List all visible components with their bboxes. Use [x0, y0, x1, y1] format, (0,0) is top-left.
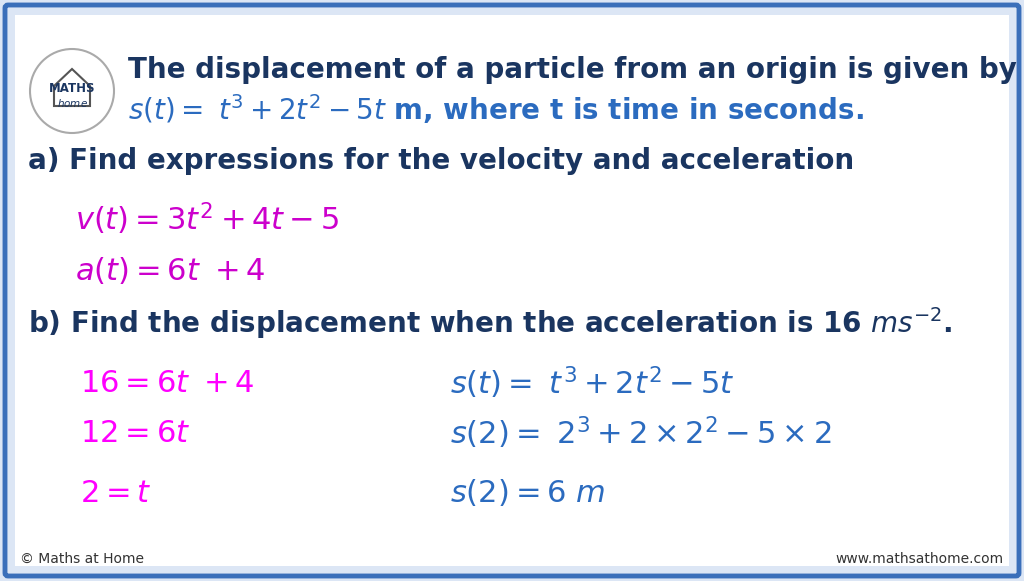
- Text: $16 = 6t \ + 4$: $16 = 6t \ + 4$: [80, 368, 255, 397]
- Text: MATHS: MATHS: [49, 81, 95, 95]
- Text: a) Find expressions for the velocity and acceleration: a) Find expressions for the velocity and…: [28, 147, 854, 175]
- Text: The displacement of a particle from an origin is given by: The displacement of a particle from an o…: [128, 56, 1017, 84]
- Text: $s(t) = \ t^3 + 2t^2 - 5t$ m, where t is time in seconds.: $s(t) = \ t^3 + 2t^2 - 5t$ m, where t is…: [128, 92, 864, 126]
- Text: $12 = 6t$: $12 = 6t$: [80, 418, 190, 447]
- Text: $a(t) = 6t \ + 4$: $a(t) = 6t \ + 4$: [75, 256, 265, 286]
- Text: $s(t) = \ t^3 + 2t^2 - 5t$: $s(t) = \ t^3 + 2t^2 - 5t$: [450, 365, 734, 401]
- Text: $v(t) = 3t^2 + 4t - 5$: $v(t) = 3t^2 + 4t - 5$: [75, 201, 339, 237]
- Circle shape: [30, 49, 114, 133]
- Text: $\it{home}$: $\it{home}$: [56, 97, 87, 109]
- Text: $s(2) = 6 \ m$: $s(2) = 6 \ m$: [450, 478, 605, 508]
- FancyBboxPatch shape: [15, 15, 1009, 566]
- Text: b) Find the displacement when the acceleration is 16 $ms^{-2}$.: b) Find the displacement when the accele…: [28, 305, 952, 341]
- Text: www.mathsathome.com: www.mathsathome.com: [836, 552, 1004, 566]
- Text: $s(2) = \ 2^3 + 2 \times 2^2 - 5 \times 2$: $s(2) = \ 2^3 + 2 \times 2^2 - 5 \times …: [450, 415, 831, 451]
- Text: © Maths at Home: © Maths at Home: [20, 552, 144, 566]
- FancyBboxPatch shape: [5, 5, 1019, 576]
- Text: $2 = t$: $2 = t$: [80, 479, 152, 507]
